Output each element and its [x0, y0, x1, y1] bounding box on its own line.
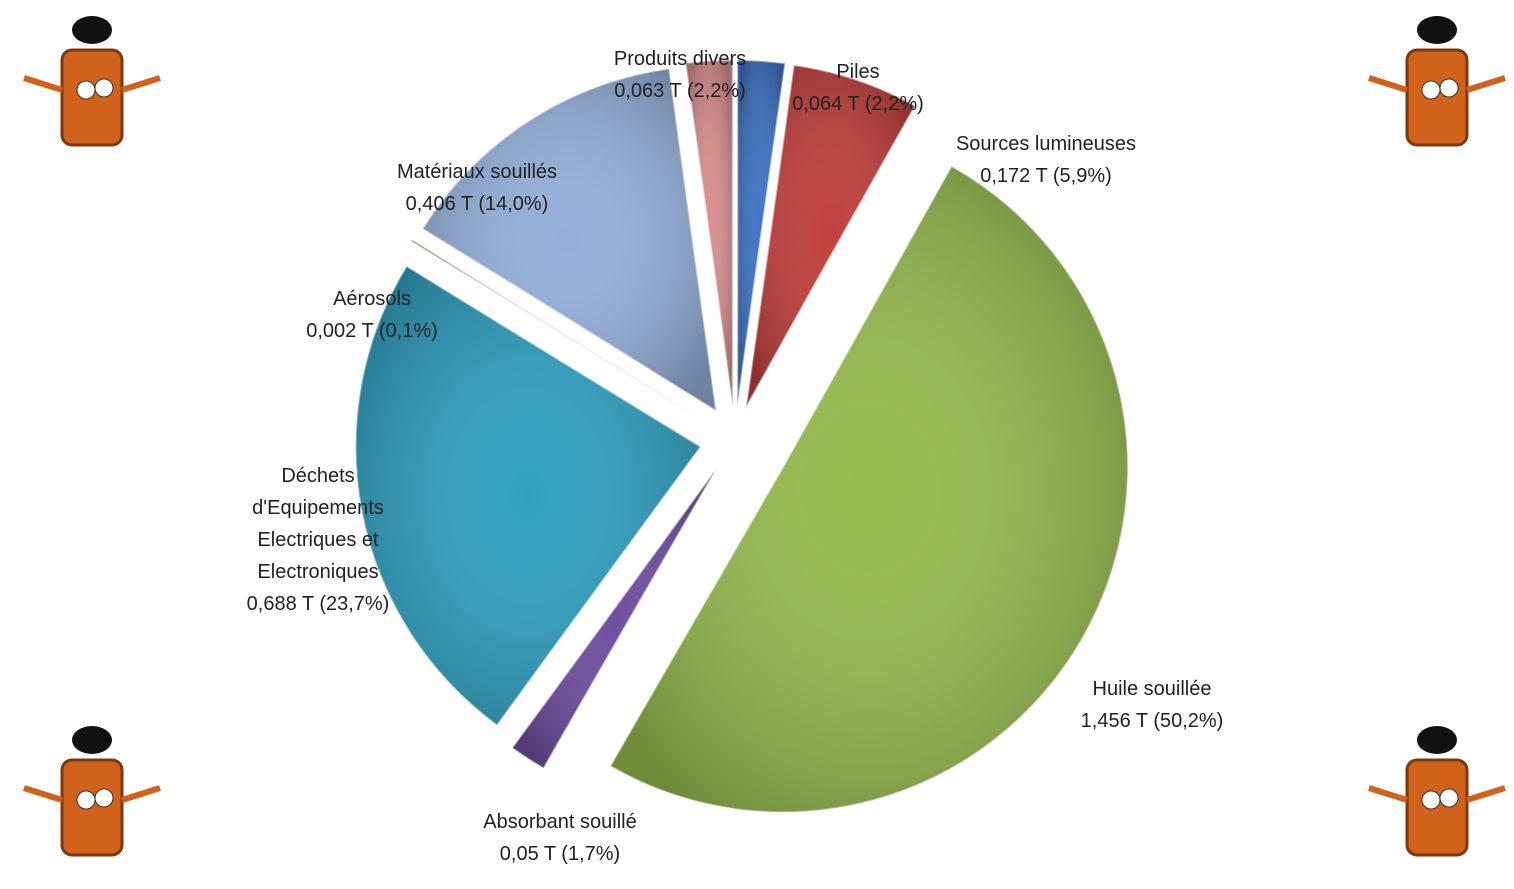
mascot	[1369, 16, 1505, 145]
value-label: 0,05 T (1,7%)	[440, 838, 680, 870]
category-label: Aérosols	[252, 283, 492, 315]
chart: Piles0,064 T (2,2%)Sources lumineuses0,1…	[0, 0, 1514, 889]
value-label: 0,172 T (5,9%)	[926, 160, 1166, 192]
value-label: 0,063 T (2,2%)	[560, 75, 800, 107]
value-label: 0,688 T (23,7%)	[228, 588, 408, 620]
value-label: 0,002 T (0,1%)	[252, 315, 492, 347]
pie-canvas	[0, 0, 1514, 889]
category-label: Matériaux souillés	[357, 156, 597, 188]
mascot	[24, 16, 160, 145]
category-label: Huile souillée	[1032, 673, 1272, 705]
category-label: Produits divers	[560, 43, 800, 75]
mascot	[24, 726, 160, 855]
category-label: Sources lumineuses	[926, 128, 1166, 160]
category-label: Déchets d'Equipements Electriques et Ele…	[228, 460, 408, 588]
value-label: 1,456 T (50,2%)	[1032, 705, 1272, 737]
slice-label: Déchets d'Equipements Electriques et Ele…	[228, 460, 408, 620]
mascot	[1369, 726, 1505, 855]
category-label: Absorbant souillé	[440, 806, 680, 838]
value-label: 0,406 T (14,0%)	[357, 188, 597, 220]
